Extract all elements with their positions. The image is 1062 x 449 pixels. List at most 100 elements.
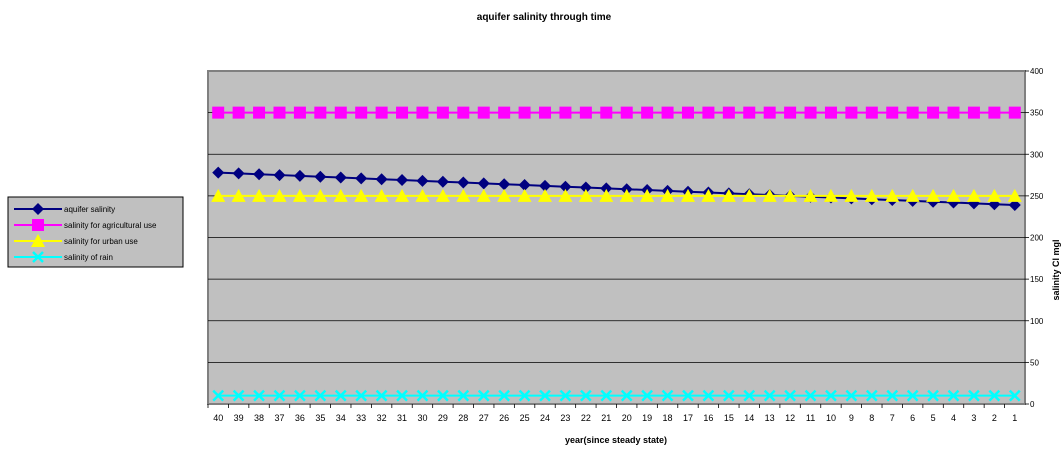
x-tick-label: 2 [992,413,997,423]
data-point-salinity-for-agricultural-use [1008,106,1021,119]
data-point-aquifer-salinity [436,175,449,188]
data-point-salinity-of-rain [294,389,306,402]
marker-stroke [437,389,449,402]
x-tick-label: 14 [744,413,754,423]
data-point-salinity-of-rain [253,389,265,402]
marker-stroke [1008,389,1021,402]
data-point-salinity-for-urban-use [497,188,512,202]
data-point-salinity-for-urban-use [374,188,389,202]
data-point-salinity-for-urban-use [435,188,450,202]
data-point-salinity-for-urban-use [742,188,757,202]
y-tick-label: 350 [1030,109,1044,118]
data-point-salinity-for-agricultural-use [559,106,572,119]
x-tick-label: 3 [971,413,976,423]
data-point-salinity-for-agricultural-use [661,106,674,119]
x-tick-label: 4 [951,413,956,423]
data-point-salinity-of-rain [539,389,551,402]
data-point-salinity-of-rain [620,389,633,402]
data-point-salinity-for-agricultural-use [375,106,388,119]
x-tick-label: 17 [683,413,693,423]
x-tick-label: 5 [931,413,936,423]
marker-stroke [539,389,551,402]
x-tick-label: 23 [560,413,570,423]
marker-stroke [416,389,429,402]
data-point-salinity-for-agricultural-use [416,106,429,119]
data-point-aquifer-salinity [457,176,470,189]
data-point-aquifer-salinity [600,182,613,195]
data-point-salinity-of-rain [579,389,592,402]
data-point-salinity-of-rain [212,389,225,402]
data-point-salinity-for-agricultural-use [314,106,327,119]
data-point-salinity-for-agricultural-use [702,106,715,119]
data-point-salinity-for-agricultural-use [784,106,797,119]
data-point-aquifer-salinity [273,169,286,182]
data-point-salinity-for-agricultural-use [436,106,449,119]
data-point-salinity-of-rain [845,389,858,402]
x-tick-label: 20 [622,413,632,423]
data-point-salinity-for-agricultural-use [334,106,347,119]
data-point-salinity-for-urban-use [844,188,859,202]
legend-label: salinity of rain [64,253,113,262]
x-tick-label: 30 [417,413,427,423]
data-point-salinity-of-rain [498,389,511,402]
data-point-salinity-for-urban-use [538,188,553,202]
x-tick-label: 38 [254,413,264,423]
data-point-salinity-of-rain [947,389,960,402]
series-layer [211,106,1022,402]
data-point-salinity-of-rain [784,389,796,402]
data-point-salinity-for-urban-use [987,188,1002,202]
data-point-aquifer-salinity [539,179,552,192]
marker-stroke [702,389,715,402]
data-point-salinity-of-rain [804,389,817,402]
y-tick-label: 300 [1030,150,1044,159]
data-point-aquifer-salinity [293,169,306,182]
data-point-aquifer-salinity [314,170,327,183]
data-point-salinity-for-agricultural-use [253,106,266,119]
marker-stroke [743,389,756,402]
data-point-salinity-of-rain [559,389,572,402]
marker-stroke [375,389,388,402]
data-point-salinity-for-agricultural-use [539,106,552,119]
data-point-salinity-of-rain [927,389,939,402]
data-point-salinity-of-rain [906,389,919,402]
data-point-salinity-for-agricultural-use [804,106,817,119]
data-point-salinity-for-agricultural-use [763,106,776,119]
x-tick-label: 35 [315,413,325,423]
data-point-aquifer-salinity [253,168,266,181]
x-tick-label: 28 [458,413,468,423]
marker-stroke [559,389,572,402]
legend-marker [32,219,44,231]
x-tick-label: 12 [785,413,795,423]
x-tick-label: 8 [869,413,874,423]
data-point-salinity-for-urban-use [680,188,695,202]
data-point-salinity-for-urban-use [231,188,246,202]
x-tick-label: 34 [336,413,346,423]
x-tick-label: 18 [663,413,673,423]
marker-stroke [927,389,939,402]
data-point-salinity-for-agricultural-use [967,106,980,119]
data-point-salinity-for-urban-use [864,188,879,202]
data-point-salinity-for-urban-use [619,188,634,202]
legend-marker [32,251,44,263]
y-axis: 0 50 100 150 200 250 300 350 400 [1025,67,1044,409]
y-tick-label: 200 [1030,234,1044,243]
data-point-aquifer-salinity [477,177,490,190]
data-point-salinity-for-urban-use [395,188,410,202]
data-point-salinity-of-rain [886,389,899,402]
data-point-salinity-for-agricultural-use [743,106,756,119]
data-point-salinity-of-rain [355,389,368,402]
marker-stroke [906,389,919,402]
marker-stroke [988,389,1001,402]
data-point-salinity-for-agricultural-use [212,106,225,119]
x-tick-label: 13 [765,413,775,423]
y-tick-label: 400 [1030,67,1044,76]
data-point-salinity-for-urban-use [1007,188,1022,202]
y-tick-label: 100 [1030,317,1044,326]
data-point-salinity-of-rain [416,389,429,402]
data-point-salinity-for-urban-use [272,188,287,202]
marker-stroke [845,389,858,402]
data-point-salinity-of-rain [988,389,1001,402]
series-line-aquifer-salinity [218,171,1015,207]
data-point-salinity-for-urban-use [721,188,736,202]
data-point-salinity-for-agricultural-use [355,106,368,119]
